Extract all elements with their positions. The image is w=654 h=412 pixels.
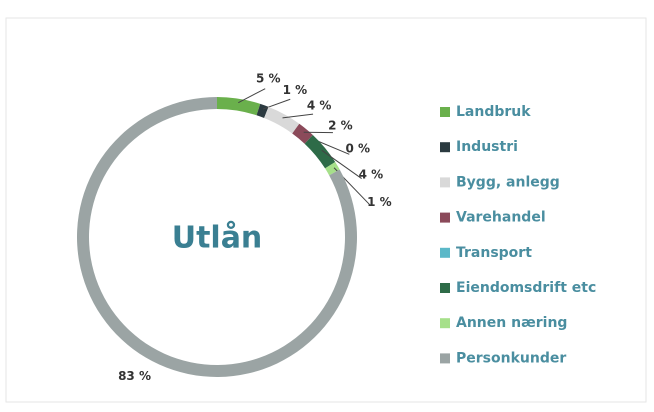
data-label: 1 % <box>367 195 392 209</box>
leader-line <box>321 149 362 179</box>
legend-swatch <box>440 353 450 364</box>
legend-swatch <box>440 318 450 329</box>
legend-label: Bygg, anlegg <box>456 174 560 190</box>
legend-label: Personkunder <box>456 350 566 366</box>
donut-segment <box>256 103 269 118</box>
data-label: 2 % <box>328 118 353 132</box>
data-label: 4 % <box>307 99 332 113</box>
donut-segment <box>304 134 336 169</box>
legend-swatch <box>440 142 450 153</box>
donut-segment <box>217 97 261 116</box>
legend-label: Varehandel <box>456 210 546 226</box>
chart-title: Utlån <box>172 220 263 256</box>
legend-label: Industri <box>456 139 518 155</box>
data-label: 1 % <box>283 83 308 97</box>
donut-segment <box>292 123 313 144</box>
legend-swatch <box>440 177 450 188</box>
data-label: 83 % <box>118 369 151 383</box>
leader-line <box>238 88 266 104</box>
legend-label: Landbruk <box>456 104 531 120</box>
donut-segment <box>325 161 340 176</box>
leader-line <box>262 98 291 110</box>
legend-swatch <box>440 107 450 117</box>
legend-swatch <box>440 283 450 293</box>
chart-frame <box>5 17 647 403</box>
legend-swatch <box>440 247 450 258</box>
leader-line <box>282 113 314 119</box>
data-label: 0 % <box>345 142 370 156</box>
legend-label: Transport <box>456 245 532 261</box>
legend-swatch <box>440 212 450 223</box>
data-label: 4 % <box>359 167 384 181</box>
legend-label: Annen næring <box>456 315 567 331</box>
legend-label: Eiendomsdrift etc <box>456 280 596 296</box>
donut-segment <box>264 106 300 134</box>
data-label: 5 % <box>256 72 281 86</box>
